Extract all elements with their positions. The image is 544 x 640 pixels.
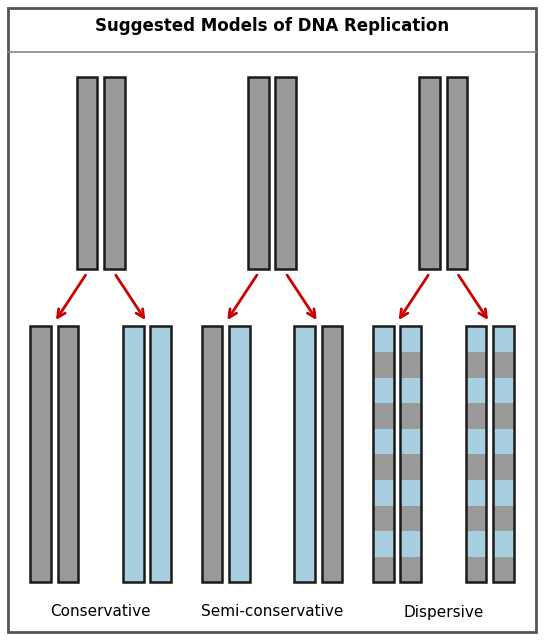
Bar [150, 326, 171, 582]
Text: Suggested Models of DNA Replication: Suggested Models of DNA Replication [95, 17, 449, 35]
Bar [373, 326, 394, 352]
Bar [466, 326, 486, 582]
Bar [373, 378, 394, 403]
Bar [400, 506, 421, 531]
Bar [373, 352, 394, 378]
Bar [400, 326, 421, 582]
Bar [493, 531, 514, 557]
Bar [447, 77, 467, 269]
Bar [400, 531, 421, 557]
Bar [202, 326, 222, 582]
Bar [248, 77, 269, 269]
Text: Semi-conservative: Semi-conservative [201, 605, 343, 620]
Text: Conservative: Conservative [51, 605, 151, 620]
Bar [322, 326, 342, 582]
Bar [466, 557, 486, 582]
Bar [466, 429, 486, 454]
Bar [30, 326, 51, 582]
Bar [400, 429, 421, 454]
Bar [466, 531, 486, 557]
Bar [373, 506, 394, 531]
Bar [294, 326, 315, 582]
Bar [493, 429, 514, 454]
Bar [493, 326, 514, 352]
Bar [493, 480, 514, 506]
Bar [466, 480, 486, 506]
Bar [400, 480, 421, 506]
Bar [400, 557, 421, 582]
Bar [493, 378, 514, 403]
Bar [77, 77, 97, 269]
Bar [493, 557, 514, 582]
Bar [419, 77, 440, 269]
Bar [58, 326, 78, 582]
Bar [373, 454, 394, 480]
Bar [373, 480, 394, 506]
Bar [400, 326, 421, 352]
Bar [493, 326, 514, 582]
Bar [275, 77, 296, 269]
Bar [493, 352, 514, 378]
Bar [493, 403, 514, 429]
Bar [466, 378, 486, 403]
Bar [123, 326, 144, 582]
Bar [493, 506, 514, 531]
Bar [373, 531, 394, 557]
Bar [229, 326, 250, 582]
Bar [466, 454, 486, 480]
Bar [466, 506, 486, 531]
Bar [400, 454, 421, 480]
Bar [493, 454, 514, 480]
Bar [466, 403, 486, 429]
Bar [373, 403, 394, 429]
Text: Dispersive: Dispersive [403, 605, 484, 620]
Bar [466, 326, 486, 352]
Bar [373, 326, 394, 582]
Bar [400, 403, 421, 429]
Bar [104, 77, 125, 269]
Bar [466, 352, 486, 378]
Bar [373, 429, 394, 454]
Bar [400, 352, 421, 378]
Bar [373, 557, 394, 582]
Bar [400, 378, 421, 403]
